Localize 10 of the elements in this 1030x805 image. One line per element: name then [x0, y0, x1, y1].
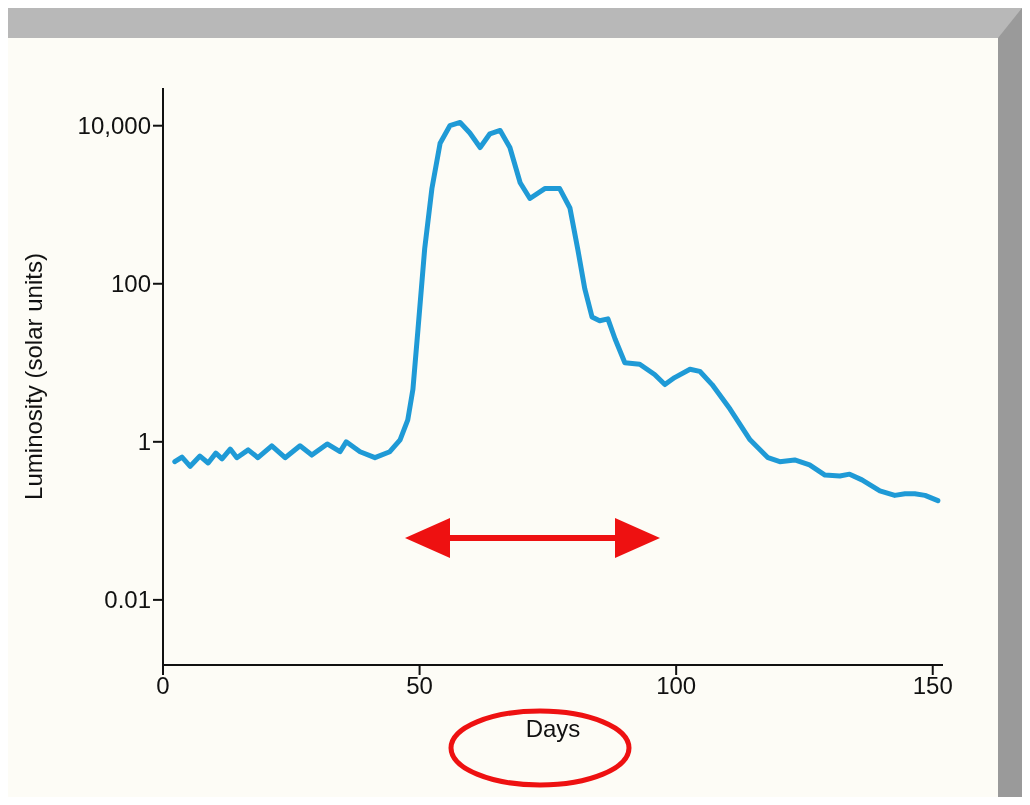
- y-tick-label: 1: [137, 428, 151, 456]
- y-axis-title: Luminosity (solar units): [19, 253, 47, 500]
- x-tick-label: 0: [156, 672, 170, 700]
- x-tick-label: 100: [656, 672, 697, 700]
- x-tick-label: 50: [406, 672, 433, 700]
- y-tick-label: 10,000: [77, 112, 151, 140]
- y-tick-label: 100: [110, 270, 151, 298]
- x-axis-title: Days: [525, 715, 581, 742]
- y-tick-label: 0.01: [104, 586, 151, 614]
- x-tick-label: 150: [912, 672, 953, 700]
